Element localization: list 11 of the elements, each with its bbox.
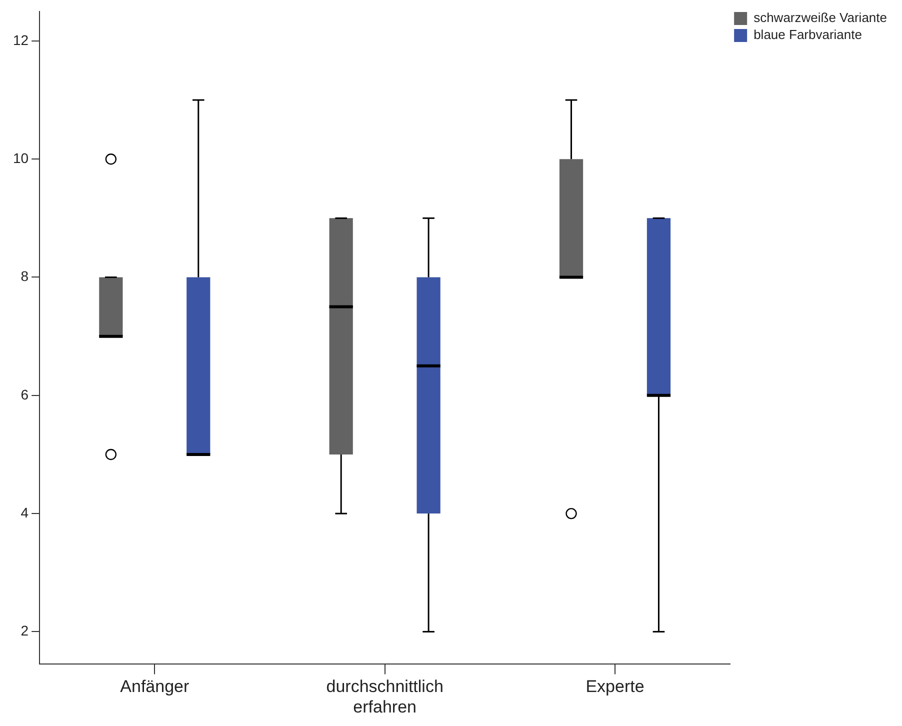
y-tick-label: 12 — [12, 32, 29, 48]
y-tick-label: 10 — [12, 150, 29, 166]
y-tick-label: 6 — [20, 386, 29, 402]
y-tick-label: 8 — [20, 268, 29, 284]
x-tick-label: Anfänger — [120, 677, 190, 696]
legend-label: blaue Farbvariante — [754, 27, 862, 42]
y-tick-label: 2 — [20, 622, 29, 639]
x-tick-label: Experte — [586, 677, 644, 696]
x-tick-label: durchschnittlich erfahren — [326, 677, 444, 716]
legend-label: schwarzweiße Variante — [754, 10, 887, 26]
y-tick-label: 4 — [20, 504, 29, 520]
